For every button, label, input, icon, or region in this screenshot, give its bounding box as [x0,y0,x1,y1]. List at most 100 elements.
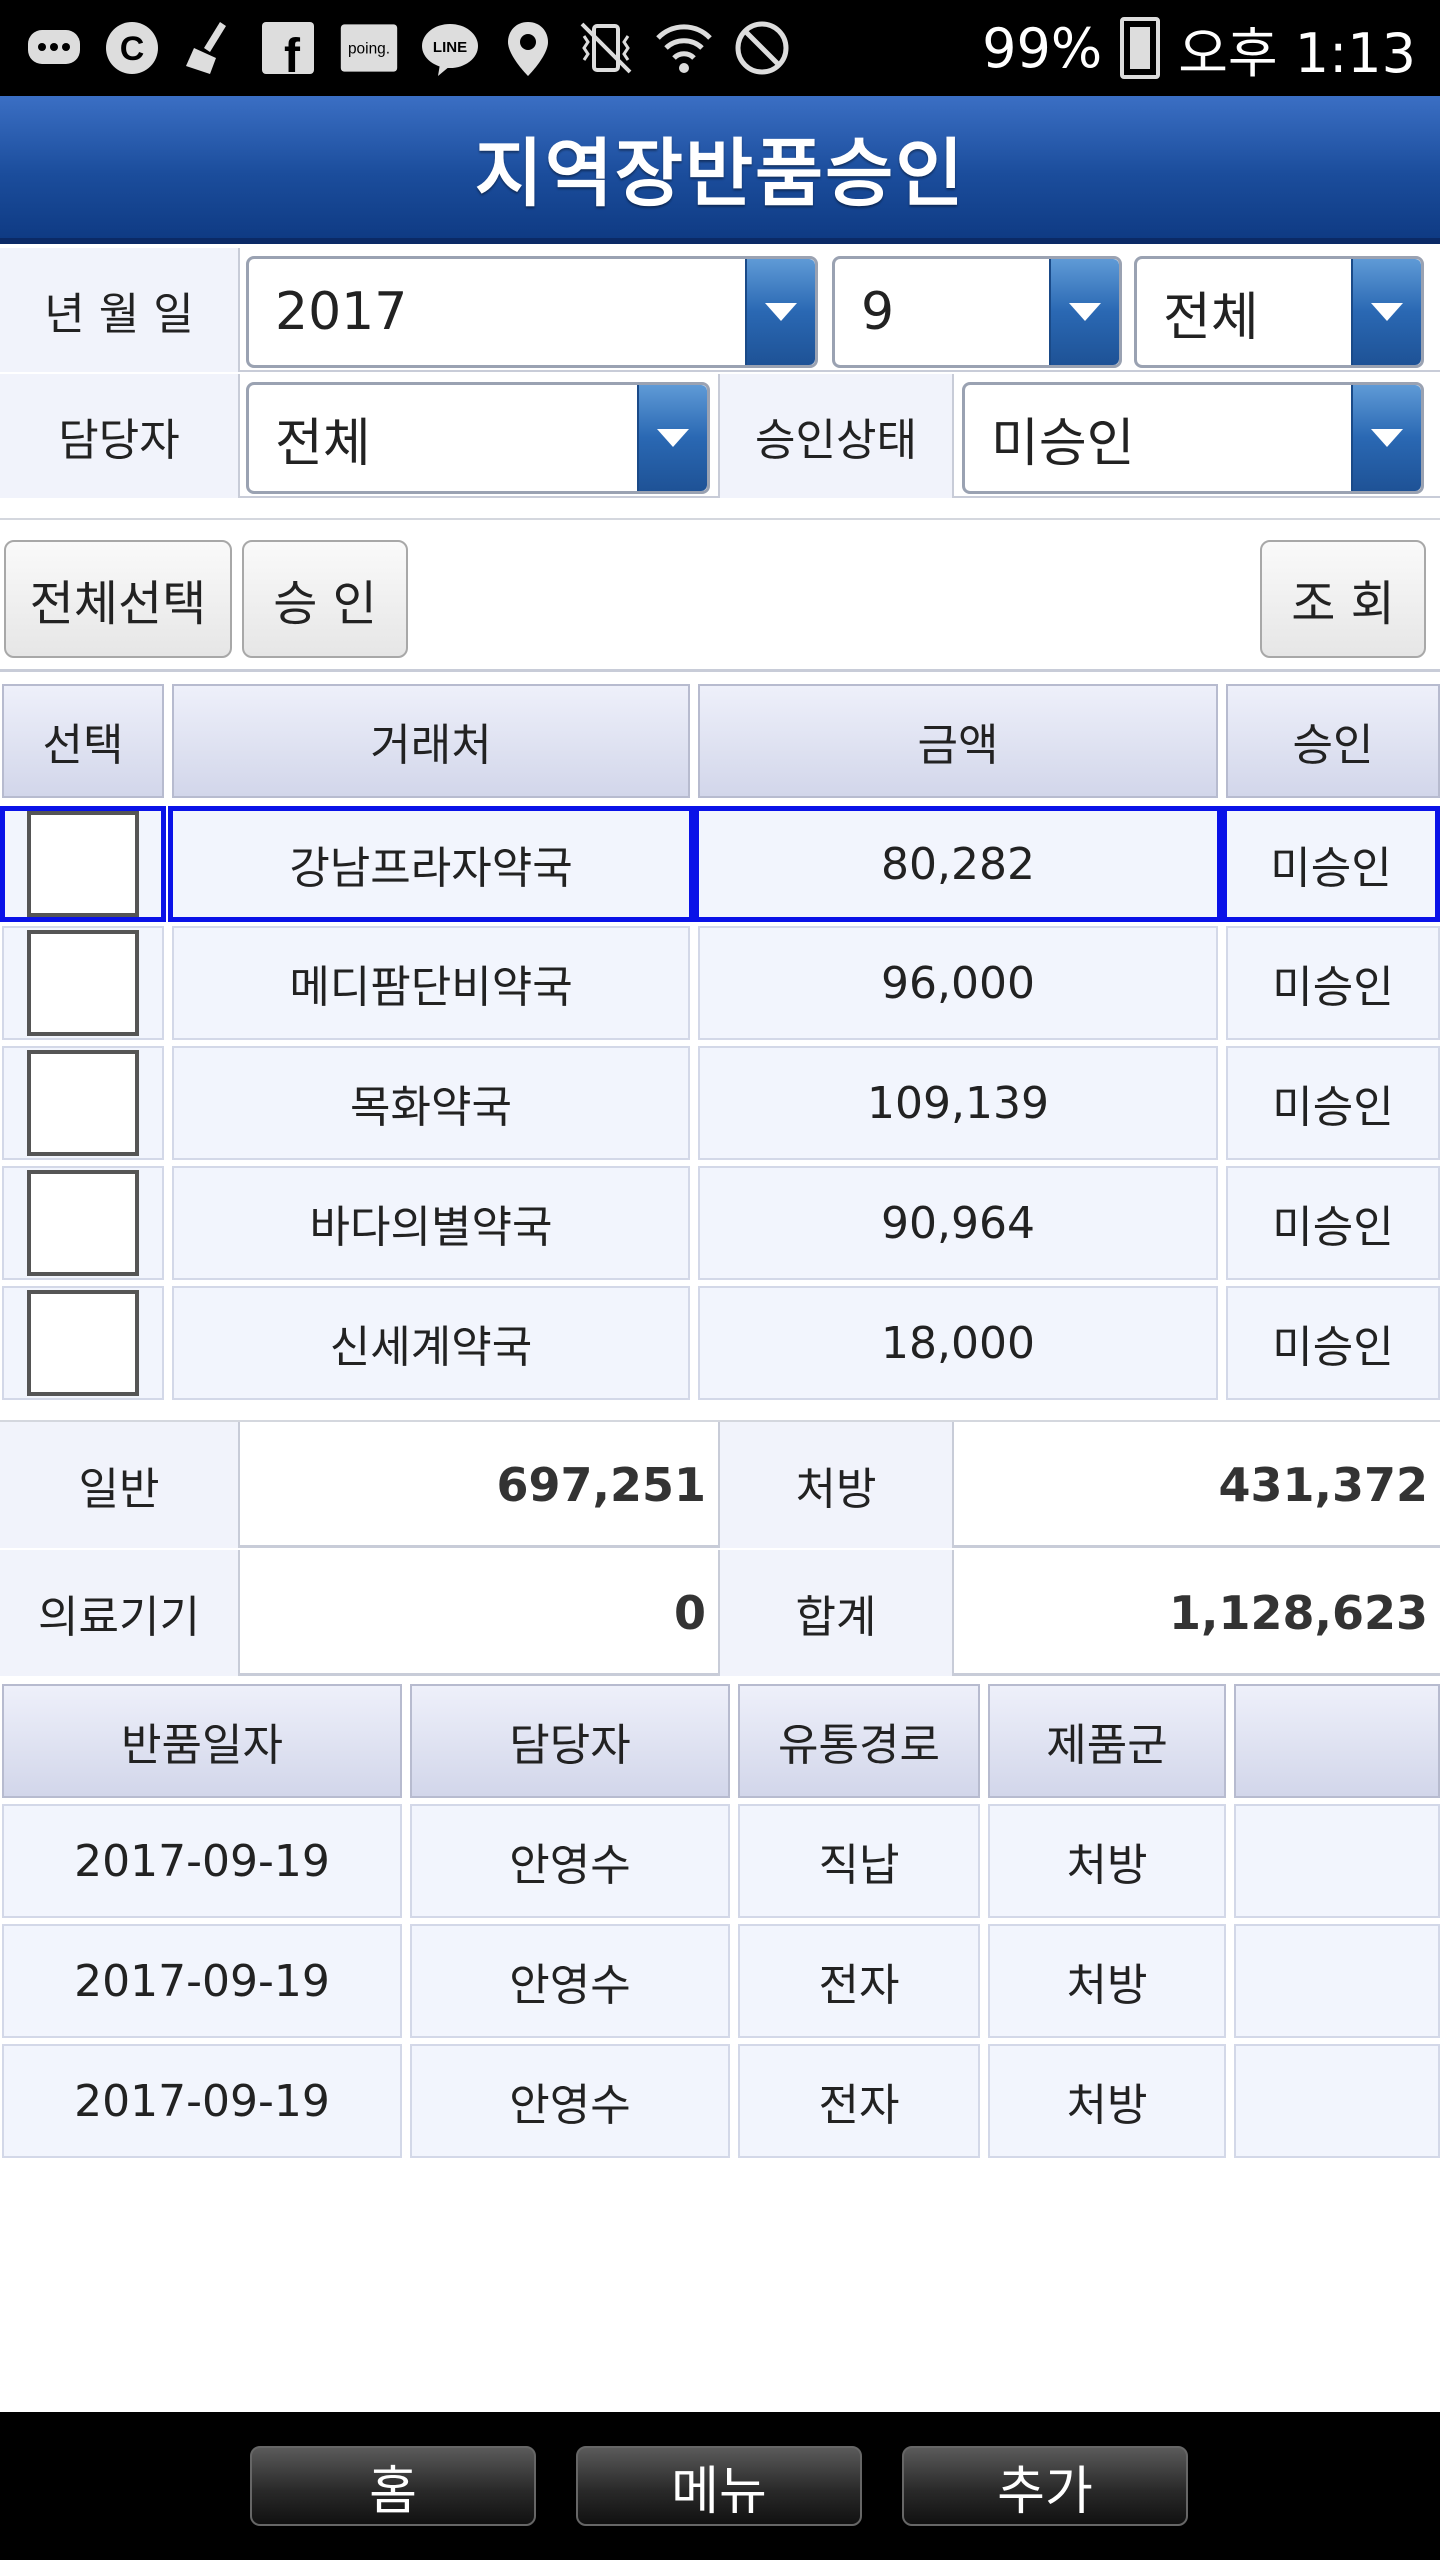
table-row-status[interactable]: 미승인 [1226,926,1440,1040]
facebook-icon: f [258,18,318,78]
detail-row-channel[interactable]: 전자 [738,1924,980,2038]
table-row-checkbox-cell[interactable] [0,806,166,922]
prescription-label: 처방 [718,1422,954,1548]
header-return-date: 반품일자 [2,1684,402,1798]
search-button[interactable]: 조 회 [1260,540,1426,658]
day-value: 전체 [1163,287,1259,348]
year-select[interactable]: 2017 [246,256,818,368]
header-channel: 유통경로 [738,1684,980,1798]
header-amount: 금액 [698,684,1218,798]
table-row-checkbox-cell[interactable] [2,1166,164,1280]
table-row-status[interactable]: 미승인 [1222,806,1440,922]
detail-row-manager[interactable]: 안영수 [410,1924,730,2038]
chat-icon [24,18,84,78]
chevron-down-icon[interactable] [745,259,815,365]
year-value: 2017 [275,282,408,342]
device-label: 의료기기 [0,1550,240,1676]
manager-select[interactable]: 전체 [246,382,710,494]
detail-row-channel[interactable]: 전자 [738,2044,980,2158]
table-row-amount[interactable]: 90,964 [698,1166,1218,1280]
detail-row-product-group[interactable]: 처방 [988,2044,1226,2158]
month-value: 9 [861,282,895,342]
row-checkbox[interactable] [27,811,139,917]
row-checkbox[interactable] [27,1290,139,1396]
menu-button[interactable]: 메뉴 [576,2446,862,2526]
clock: 오후 1:13 [1178,21,1416,85]
total-label: 합계 [718,1550,954,1676]
svg-text:poing.: poing. [348,40,390,57]
summary-row: 의료기기 0 합계 1,128,623 [0,1550,1440,1676]
wifi-icon [654,18,714,78]
approval-status-select[interactable]: 미승인 [962,382,1424,494]
detail-row-manager[interactable]: 안영수 [410,1804,730,1918]
chevron-down-icon[interactable] [637,385,707,491]
table-row-checkbox-cell[interactable] [2,1046,164,1160]
add-button[interactable]: 추가 [902,2446,1188,2526]
detail-row-date[interactable]: 2017-09-19 [2,1924,402,2038]
table-row-amount[interactable]: 18,000 [698,1286,1218,1400]
month-select[interactable]: 9 [832,256,1122,368]
select-all-button[interactable]: 전체선택 [4,540,232,658]
detail-list: 반품일자 담당자 유통경로 제품군 2017-09-19 안영수 직납 처방 2… [0,1682,1440,2166]
table-row-client[interactable]: 메디팜단비약국 [172,926,690,1040]
header-manager: 담당자 [410,1684,730,1798]
location-icon [498,18,558,78]
title-bar: 지역장반품승인 [0,96,1440,244]
bottom-nav: 홈 메뉴 추가 [0,2412,1440,2560]
header-client: 거래처 [172,684,690,798]
battery-percent: 99% [982,16,1103,80]
page-title: 지역장반품승인 [474,130,966,217]
chevron-down-icon[interactable] [1049,259,1119,365]
detail-row-manager[interactable]: 안영수 [410,2044,730,2158]
row-checkbox[interactable] [27,1050,139,1156]
detail-row-extra[interactable] [1234,1924,1440,2038]
table-row-client[interactable]: 바다의별약국 [172,1166,690,1280]
row-checkbox[interactable] [27,1170,139,1276]
table-row-amount[interactable]: 80,282 [694,806,1222,922]
row-checkbox[interactable] [27,930,139,1036]
line-icon: LINE [420,18,480,78]
header-product-group: 제품군 [988,1684,1226,1798]
table-row-status[interactable]: 미승인 [1226,1286,1440,1400]
table-row-client[interactable]: 신세계약국 [172,1286,690,1400]
table-row-client[interactable]: 목화약국 [172,1046,690,1160]
general-label: 일반 [0,1422,240,1548]
table-row-client[interactable]: 강남프라자약국 [168,806,694,922]
poing-icon: poing. [336,18,402,78]
approval-list: 선택 거래처 금액 승인 강남프라자약국 80,282 미승인 메디팜단비약국 … [0,680,1440,1400]
table-row-checkbox-cell[interactable] [2,1286,164,1400]
table-row-status[interactable]: 미승인 [1226,1046,1440,1160]
total-value: 1,128,623 [1169,1586,1428,1640]
svg-text:C: C [120,30,145,68]
status-bar: C f poing. LINE 99% 오후 1:13 [0,0,1440,96]
svg-text:f: f [284,30,301,78]
table-row-amount[interactable]: 109,139 [698,1046,1218,1160]
detail-row-date[interactable]: 2017-09-19 [2,2044,402,2158]
chevron-down-icon[interactable] [1351,385,1421,491]
table-row-amount[interactable]: 96,000 [698,926,1218,1040]
home-button[interactable]: 홈 [250,2446,536,2526]
manager-value: 전체 [275,413,371,474]
detail-row-product-group[interactable]: 처방 [988,1804,1226,1918]
date-filter-row: 년 월 일 2017 9 전체 [0,248,1440,372]
battery-charging-icon [1120,17,1161,79]
vibrate-off-icon [576,18,636,78]
general-value: 697,251 [496,1458,706,1512]
detail-row-product-group[interactable]: 처방 [988,1924,1226,2038]
detail-row-channel[interactable]: 직납 [738,1804,980,1918]
device-value: 0 [673,1586,706,1640]
prescription-value: 431,372 [1218,1458,1428,1512]
chevron-down-icon[interactable] [1351,259,1421,365]
table-row-checkbox-cell[interactable] [2,926,164,1040]
detail-row-date[interactable]: 2017-09-19 [2,1804,402,1918]
action-button-row: 전체선택 승 인 조 회 [0,518,1440,672]
approval-status-value: 미승인 [991,413,1135,474]
broom-icon [180,18,240,78]
table-row-status[interactable]: 미승인 [1226,1166,1440,1280]
approve-button[interactable]: 승 인 [242,540,408,658]
header-extra [1234,1684,1440,1798]
approval-status-label: 승인상태 [718,374,954,498]
detail-row-extra[interactable] [1234,1804,1440,1918]
detail-row-extra[interactable] [1234,2044,1440,2158]
day-select[interactable]: 전체 [1134,256,1424,368]
